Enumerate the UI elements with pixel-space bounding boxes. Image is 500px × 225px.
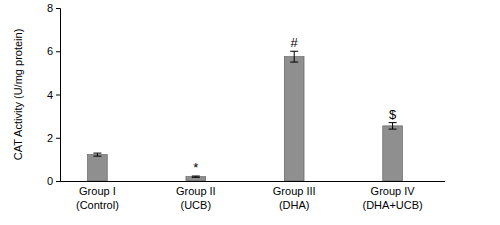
tick: Group IV (DHA+UCB): [363, 181, 423, 211]
error-line: [192, 177, 200, 178]
error-line: [192, 176, 200, 177]
tick-label: Group IV (DHA+UCB): [363, 185, 423, 211]
tick-label-line: Group II: [176, 185, 216, 197]
bars: [88, 51, 403, 181]
tick-label: Group III (DHA): [273, 185, 316, 211]
tick-label: 2: [47, 132, 53, 144]
error-line: [389, 129, 397, 130]
axis-line: [60, 181, 445, 182]
tick: 0: [47, 175, 60, 187]
error-line: [290, 51, 298, 52]
y-axis-title: CAT Activity (U/mg protein): [12, 29, 24, 161]
tick-label: 8: [47, 2, 53, 14]
error-line: [93, 153, 101, 154]
bar: [88, 155, 108, 181]
tick-mark: [56, 138, 60, 139]
tick-mark: [56, 51, 60, 52]
significance-marker: #: [291, 35, 299, 50]
bar: [383, 126, 403, 181]
tick-mark: [56, 8, 60, 9]
y-axis: 0 2 4 6 8: [47, 2, 61, 187]
error-line: [290, 62, 298, 63]
tick-label: 0: [47, 175, 53, 187]
bar: [284, 57, 304, 181]
tick-label: 4: [47, 89, 53, 101]
tick-label-line: Group I: [79, 185, 116, 197]
x-axis: Group I (Control) Group II (UCB) Group III (D…: [60, 181, 445, 211]
error-line: [294, 51, 295, 62]
tick: Group II (UCB): [176, 181, 216, 211]
error-bar: [93, 153, 101, 156]
tick: 6: [47, 45, 60, 57]
axis-line: [56, 9, 61, 182]
tick: 2: [47, 132, 60, 144]
tick-label: Group I (Control): [76, 185, 119, 211]
tick: 8: [47, 2, 60, 14]
tick: 4: [47, 89, 60, 101]
tick-label-line: (Control): [76, 199, 119, 211]
tick-label: Group II (UCB): [176, 185, 216, 211]
error-line: [389, 122, 397, 123]
chart: *#$02468Group I(Control)Group II(UCB)Gro…: [0, 0, 500, 225]
error-bar: [290, 51, 298, 62]
tick-label-line: (DHA): [279, 199, 310, 211]
tick-label-line: (DHA+UCB): [363, 199, 423, 211]
tick-label-line: Group III: [273, 185, 316, 197]
tick-label-line: (UCB): [181, 199, 212, 211]
annotations: * # $: [193, 35, 397, 175]
significance-marker: *: [193, 160, 198, 175]
error-bar: [389, 123, 397, 129]
tick-mark: [56, 95, 60, 96]
tick-label-line: Group IV: [371, 185, 416, 197]
error-bar: [192, 176, 200, 177]
tick-label: 6: [47, 45, 53, 57]
error-line: [392, 123, 393, 129]
tick: Group III (DHA): [273, 181, 316, 211]
significance-marker: $: [389, 107, 397, 122]
error-line: [93, 156, 101, 157]
bar: [186, 177, 206, 181]
tick: Group I (Control): [76, 181, 119, 211]
tick-mark: [56, 181, 60, 182]
